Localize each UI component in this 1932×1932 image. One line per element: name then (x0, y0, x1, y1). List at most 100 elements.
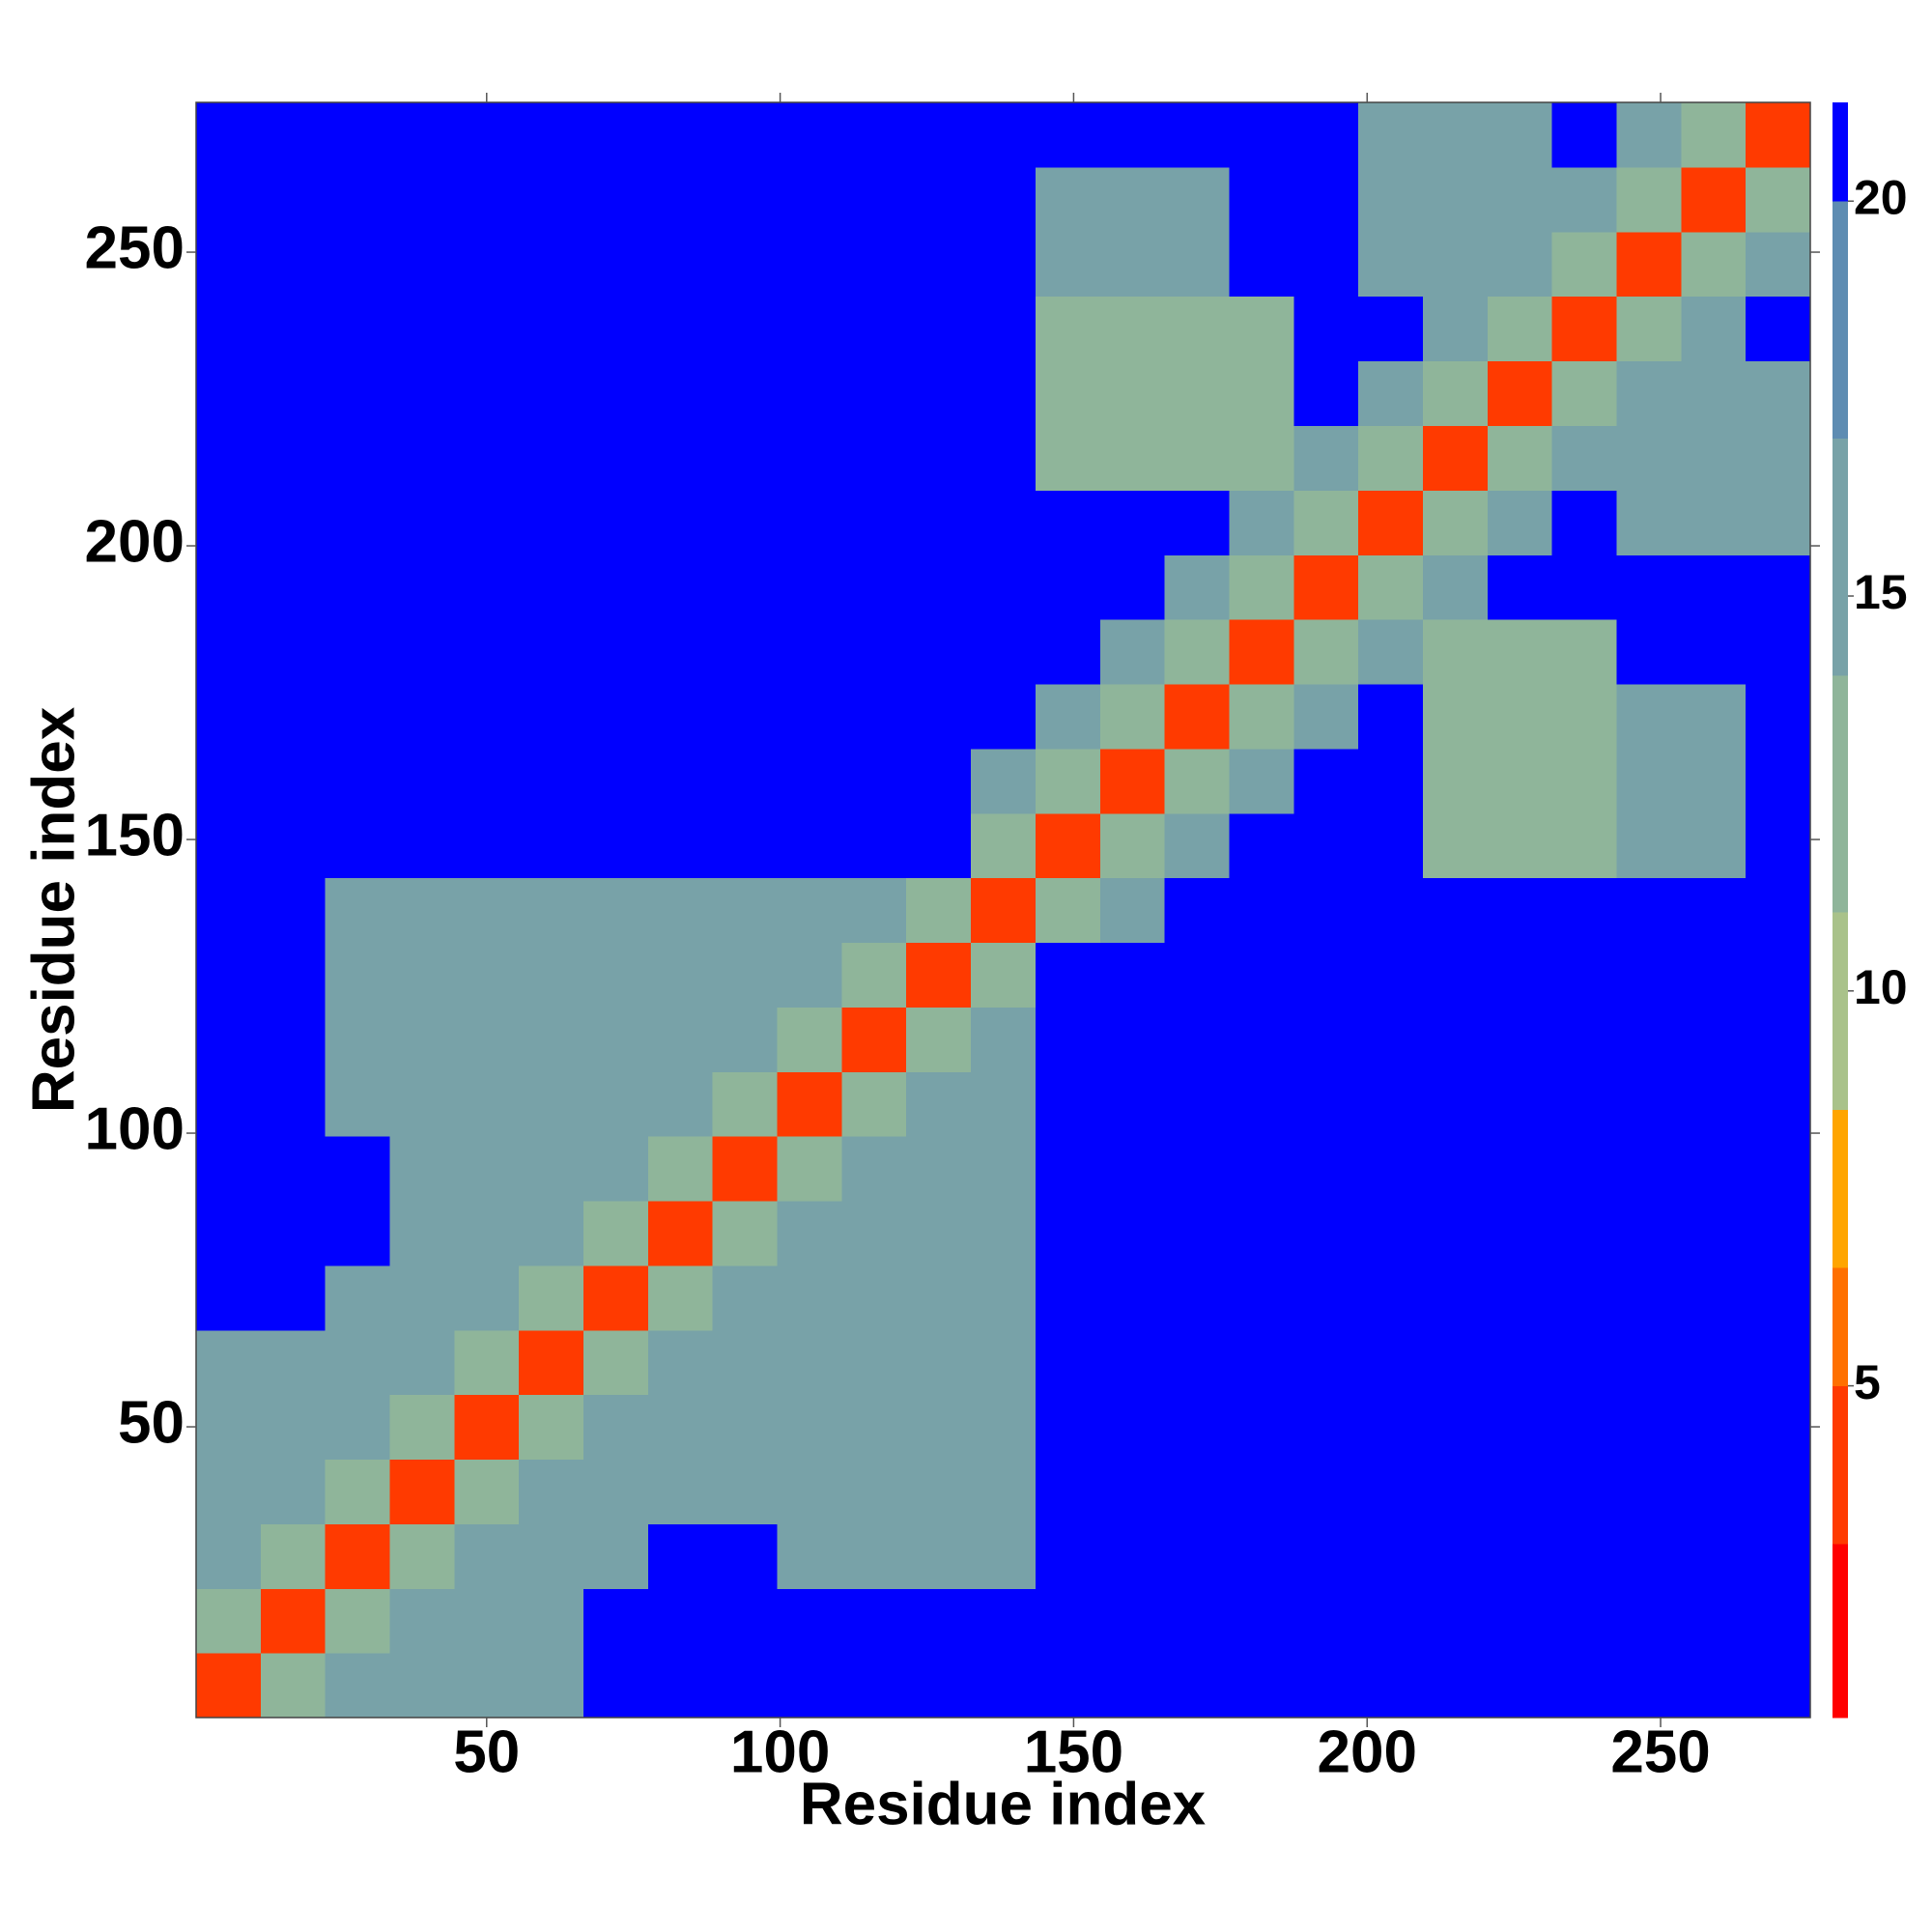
heatmap-cell (777, 360, 842, 426)
heatmap-cell (1551, 1329, 1618, 1396)
heatmap-cell (841, 102, 907, 168)
heatmap-cell (1099, 748, 1166, 814)
heatmap-cell (1293, 102, 1359, 168)
colorbar-band (1833, 912, 1848, 1110)
heatmap-cell (841, 1394, 907, 1461)
heatmap-cell (583, 490, 649, 555)
x-tick-label: 200 (1318, 1719, 1417, 1785)
heatmap-cell (196, 1588, 262, 1654)
heatmap-cell (1681, 1459, 1747, 1524)
heatmap-cell (1551, 554, 1618, 620)
heatmap-cell (906, 1588, 972, 1654)
heatmap-cell (1422, 1136, 1489, 1202)
heatmap-cell (712, 1264, 779, 1331)
heatmap-cell (906, 877, 972, 944)
heatmap-cell (1616, 1394, 1682, 1461)
heatmap-cell (1164, 683, 1231, 750)
heatmap-cell (1164, 490, 1231, 555)
heatmap-cell (841, 1329, 907, 1396)
heatmap-cell (971, 1459, 1037, 1524)
heatmap-cell (1746, 1523, 1811, 1589)
heatmap-cell (1551, 683, 1618, 750)
heatmap-cell (777, 296, 842, 362)
heatmap-cell (583, 1200, 649, 1266)
heatmap-cell (1358, 1136, 1424, 1202)
heatmap-cell (1422, 1459, 1489, 1524)
x-tick-label: 100 (730, 1719, 830, 1785)
heatmap-cell (454, 425, 520, 491)
heatmap-cell (971, 425, 1037, 491)
heatmap-cell (519, 683, 584, 750)
heatmap-cell (325, 554, 391, 620)
heatmap-cell (1035, 683, 1101, 750)
colorbar-tick-label: 5 (1854, 1355, 1881, 1409)
heatmap-cell (519, 619, 584, 685)
heatmap-cell (196, 1523, 262, 1589)
heatmap-cell (1358, 748, 1424, 814)
colorbar-band (1833, 1544, 1848, 1719)
heatmap-cell (1746, 425, 1811, 491)
heatmap-cell (454, 296, 520, 362)
heatmap-cell (1229, 1523, 1294, 1589)
heatmap-cell (971, 877, 1037, 944)
heatmap-cell (519, 1136, 584, 1202)
heatmap-cell (841, 1588, 907, 1654)
heatmap-cell (1099, 296, 1166, 362)
colorbar-tick-label: 20 (1854, 170, 1908, 224)
heatmap-cell (712, 1136, 779, 1202)
heatmap-cell (1551, 296, 1618, 362)
heatmap-cell (325, 1459, 391, 1524)
colorbar-band (1833, 201, 1848, 439)
heatmap-cell (1035, 1653, 1101, 1719)
heatmap-cell (1487, 1264, 1553, 1331)
heatmap-cell (325, 1588, 391, 1654)
heatmap-cell (1422, 1653, 1489, 1719)
heatmap-cell (1487, 1007, 1553, 1072)
heatmap-cell (777, 1329, 842, 1396)
heatmap-cell (1746, 1653, 1811, 1719)
heatmap-cell (1164, 1007, 1231, 1072)
heatmap-cell (1616, 490, 1682, 555)
heatmap-cell (1487, 942, 1553, 1008)
heatmap-cell (1487, 1136, 1553, 1202)
heatmap-cell (647, 1071, 714, 1137)
heatmap-cell (777, 942, 842, 1008)
heatmap-cell (454, 1071, 520, 1137)
heatmap-cell (906, 296, 972, 362)
heatmap-cell (647, 748, 714, 814)
heatmap-cell (1681, 1007, 1747, 1072)
heatmap-cell (841, 942, 907, 1008)
heatmap-cell (1035, 942, 1101, 1008)
heatmap-cell (1099, 1523, 1166, 1589)
heatmap-cell (1358, 231, 1424, 298)
heatmap-cell (1422, 490, 1489, 555)
heatmap-cell (389, 1653, 455, 1719)
heatmap-cell (325, 748, 391, 814)
heatmap-cell (777, 877, 842, 944)
heatmap-cell (777, 490, 842, 555)
heatmap-cell (196, 1653, 262, 1719)
heatmap-cell (906, 166, 972, 233)
heatmap-cell (1487, 619, 1553, 685)
heatmap-cell (325, 166, 391, 233)
heatmap-cell (712, 296, 779, 362)
heatmap-cell (1358, 490, 1424, 555)
heatmap-cell (583, 554, 649, 620)
heatmap-cell (1164, 1588, 1231, 1654)
heatmap-cell (454, 166, 520, 233)
heatmap-cell (1229, 1394, 1294, 1461)
heatmap-cell (1487, 1588, 1553, 1654)
heatmap-cell (841, 1653, 907, 1719)
heatmap-cell (1293, 231, 1359, 298)
heatmap-cell (712, 360, 779, 426)
heatmap-cell (454, 1588, 520, 1654)
heatmap-cell (196, 1329, 262, 1396)
heatmap-cell (1746, 490, 1811, 555)
heatmap-cell (196, 1071, 262, 1137)
heatmap-cell (1164, 1264, 1231, 1331)
heatmap-cell (1487, 1071, 1553, 1137)
heatmap-cell (260, 1459, 327, 1524)
heatmap-cell (1681, 360, 1747, 426)
heatmap-cell (1551, 1459, 1618, 1524)
heatmap-cell (260, 1653, 327, 1719)
